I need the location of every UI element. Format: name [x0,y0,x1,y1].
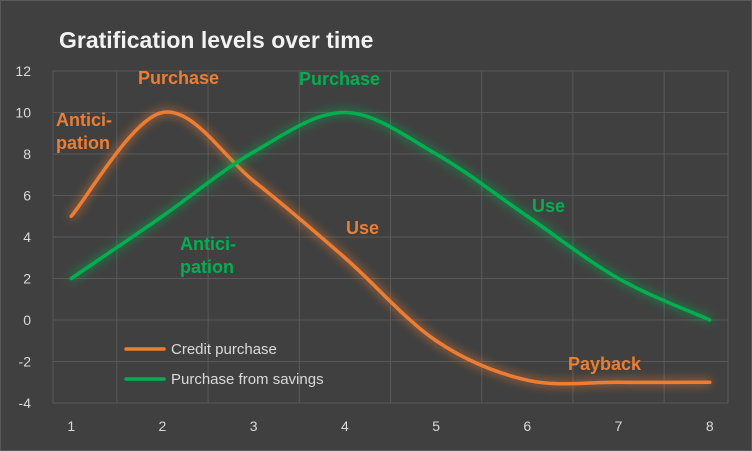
x-tick-label: 6 [523,418,531,434]
x-tick-label: 8 [706,418,714,434]
y-tick-label: -2 [19,354,32,370]
annotation-label: Use [532,196,565,216]
annotations: Antici-pation Purchase Use Payback Purchase A… [56,68,642,374]
x-axis-tick-labels: 1 2 3 4 5 6 7 8 [67,418,714,434]
chart-title: Gratification levels over time [59,27,373,53]
legend-label-credit-purchase: Credit purchase [171,341,277,358]
annotation-label: Payback [568,354,642,374]
y-tick-label: 10 [15,105,31,121]
annotation-label: Antici-pation [180,234,236,277]
y-tick-label: 4 [23,229,31,245]
series-line-credit-purchase [69,110,712,386]
annotation-label: Purchase [299,69,380,89]
y-axis-tick-labels: -4 -2 0 2 4 6 8 10 12 [15,63,31,411]
x-tick-label: 2 [159,418,167,434]
y-tick-label: 8 [23,146,31,162]
x-tick-label: 4 [341,418,349,434]
x-tick-label: 5 [432,418,440,434]
annotation-label: Antici-pation [56,110,112,153]
annotation-label: Purchase [138,68,219,88]
y-tick-label: 2 [23,271,31,287]
y-tick-label: 12 [15,63,31,79]
series-lines [69,110,712,386]
y-tick-label: -4 [19,395,32,411]
x-tick-label: 7 [615,418,623,434]
y-tick-label: 6 [23,188,31,204]
gridlines [52,70,729,404]
legend-label-purchase-from-savings: Purchase from savings [171,371,324,388]
series-line-purchase-from-savings [69,110,712,322]
x-tick-label: 1 [67,418,75,434]
legend: Credit purchase Purchase from savings [124,341,324,388]
y-tick-label: 0 [23,312,31,328]
x-tick-label: 3 [250,418,258,434]
annotation-label: Use [346,218,379,238]
